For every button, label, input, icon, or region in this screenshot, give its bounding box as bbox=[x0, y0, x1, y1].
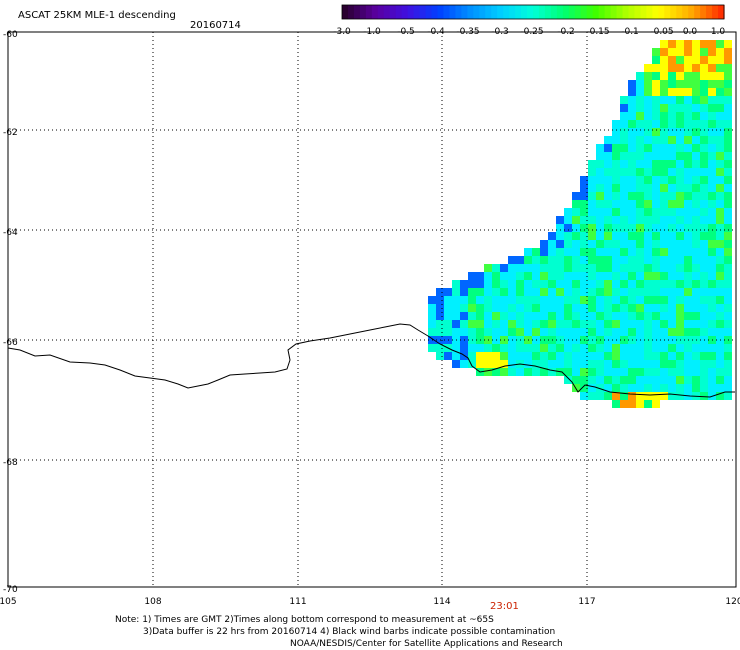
longitude-labels: 105 108 111 114 117 120 bbox=[0, 597, 740, 607]
map-frame bbox=[7, 31, 737, 588]
map-title: ASCAT 25KM MLE-1 descending bbox=[18, 10, 176, 21]
latitude-label: -70 bbox=[3, 585, 18, 595]
footnote-line-1: Note: 1) Times are GMT 2)Times along bot… bbox=[115, 615, 494, 625]
latitude-label: -66 bbox=[3, 338, 18, 348]
latitude-label: -60 bbox=[3, 30, 18, 40]
latitude-label: -62 bbox=[3, 128, 18, 138]
wind-data-field bbox=[428, 40, 732, 408]
pass-time-label: 23:01 bbox=[490, 601, 519, 612]
longitude-label: 117 bbox=[578, 597, 595, 607]
longitude-label: 108 bbox=[144, 597, 161, 607]
footnote-line-2: 3)Data buffer is 22 hrs from 20160714 4)… bbox=[143, 627, 556, 637]
longitude-label: 120 bbox=[725, 597, 740, 607]
latitude-label: -64 bbox=[3, 228, 18, 238]
longitude-label: 111 bbox=[289, 597, 306, 607]
footnote-line-3: NOAA/NESDIS/Center for Satellite Applica… bbox=[290, 639, 563, 649]
lat-lon-grid bbox=[8, 32, 736, 587]
coastline bbox=[7, 323, 735, 398]
longitude-label: 105 bbox=[0, 597, 17, 607]
latitude-label: -68 bbox=[3, 458, 18, 468]
latitude-labels: -60 -62 -64 -66 -68 -70 bbox=[3, 30, 18, 595]
longitude-label: 114 bbox=[433, 597, 450, 607]
map-date: 20160714 bbox=[190, 20, 241, 31]
